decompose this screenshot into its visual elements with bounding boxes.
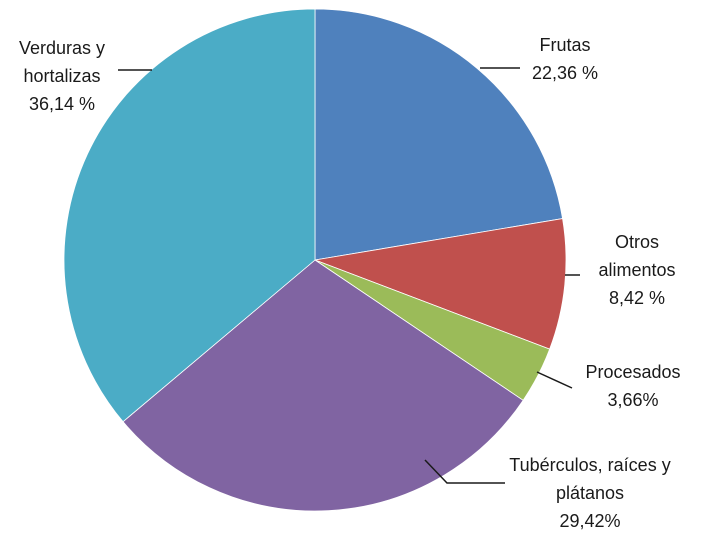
category-name: Verduras y hortalizas [18,38,106,86]
value-label: 36,14 % [28,94,96,114]
value-label: 29,42% [559,511,621,531]
leader-line [424,459,505,484]
category-name: Otros alimentos [598,232,676,280]
pie-slice [122,259,524,512]
category-name: Tubérculos, raíces y plátanos [509,455,671,503]
pie-slice [313,218,567,350]
pie-slice [314,8,564,261]
leader-line [536,371,573,389]
pie-slice [63,8,316,423]
category-name: Procesados [585,362,681,382]
slice-label: Frutas 22,36 % [515,31,615,87]
value-label: 3,66% [607,390,659,410]
category-name: Frutas [539,35,591,55]
slice-label: Verduras y hortalizas 36,14 % [6,34,118,118]
value-label: 8,42 % [608,288,666,308]
slice-label: Procesados 3,66% [568,358,698,414]
slice-label: Otros alimentos 8,42 % [587,228,687,312]
slice-label: Tubérculos, raíces y plátanos 29,42% [500,451,680,535]
value-label: 22,36 % [531,63,599,83]
